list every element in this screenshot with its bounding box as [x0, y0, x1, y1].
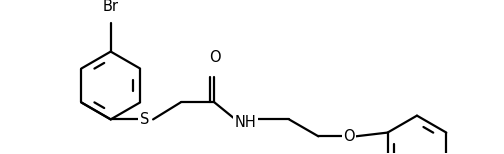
Text: O: O — [343, 129, 355, 144]
Text: Br: Br — [103, 0, 119, 14]
Text: NH: NH — [235, 115, 257, 130]
Text: S: S — [140, 112, 149, 127]
Text: O: O — [209, 50, 220, 65]
